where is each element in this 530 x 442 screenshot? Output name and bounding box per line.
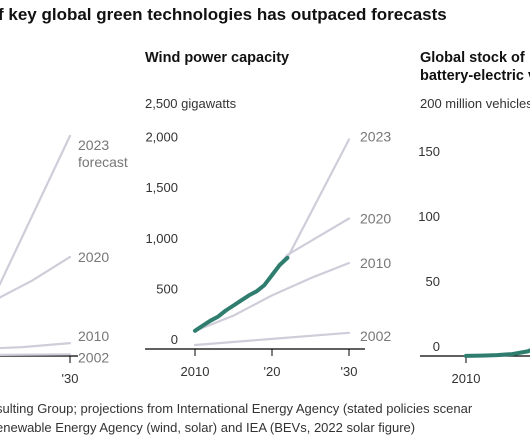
forecast-line-2023	[286, 138, 351, 259]
source-line-2: enewable Energy Agency (wind, solar) and…	[0, 420, 415, 435]
panel-title-bev-line1: Global stock of	[420, 50, 525, 66]
headline: f key global green technologies has outp…	[0, 5, 447, 24]
series-label-2010: 2010	[360, 255, 391, 271]
series-label-2023: 2023	[360, 129, 391, 145]
forecast-line-2010	[193, 261, 351, 332]
y-tick-label: 1,500	[145, 180, 178, 195]
forecast-line-2002	[0, 353, 72, 356]
x-tick-label: '20	[264, 364, 281, 379]
forecast-line-2002	[193, 331, 351, 347]
series-label-2002: 2002	[78, 349, 109, 365]
x-tick-label: 2010	[181, 364, 210, 379]
forecast-line-2020	[263, 217, 351, 286]
actual-series-line	[193, 255, 290, 333]
series-label-2020: 2020	[78, 249, 109, 265]
x-tick-label: 2010	[452, 371, 481, 386]
y-tick-label: 500	[156, 281, 178, 296]
panel-wind: Wind power capacity 2,500 gigawatts 0 500…	[145, 50, 391, 379]
forecast-line-2020	[0, 255, 72, 299]
forecast-line-2010	[0, 342, 72, 350]
series-label-2020: 2020	[360, 210, 391, 226]
y-tick-label: 2,000	[145, 130, 178, 145]
y-tick-label: 50	[426, 274, 440, 289]
y-tick-label: 150	[418, 144, 440, 159]
x-tick-label: '30	[62, 371, 79, 386]
y-tick-label: 1,000	[145, 231, 178, 246]
unit-label-bev: 200 million vehicles	[420, 96, 530, 111]
panel-title-wind: Wind power capacity	[145, 50, 289, 66]
series-label-2023-forecast: 2023	[78, 137, 109, 153]
forecast-line-2023-forecast	[0, 134, 72, 287]
x-tick-label: '30	[341, 364, 358, 379]
y-tick-label: 0	[171, 332, 178, 347]
y-tick-label: 0	[433, 339, 440, 354]
series-label-2023-forecast: forecast	[78, 154, 128, 170]
y-tick-label: 100	[418, 209, 440, 224]
panel-bev: Global stock of battery-electric v 200 m…	[418, 50, 530, 386]
series-label-2010: 2010	[78, 328, 109, 344]
actual-series-line	[464, 348, 530, 358]
series-label-2002: 2002	[360, 328, 391, 344]
unit-label-wind: 2,500 gigawatts	[145, 96, 237, 111]
panel-title-bev-line2: battery-electric v	[420, 68, 530, 84]
source-line-1: sulting Group; projections from Internat…	[0, 401, 473, 416]
